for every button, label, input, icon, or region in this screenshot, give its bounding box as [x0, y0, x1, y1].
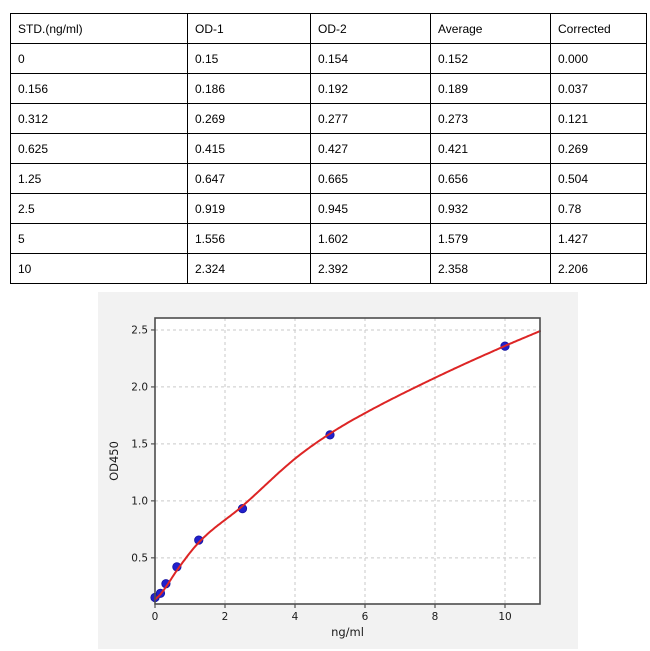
table-cell: 0.152 [430, 43, 551, 74]
header-cell: Average [430, 13, 551, 44]
table-cell: 2.5 [10, 193, 188, 224]
table-cell: 0.277 [310, 103, 431, 134]
y-tick-label: 2.0 [131, 381, 148, 393]
table-cell: 0.421 [430, 133, 551, 164]
table-cell: 0.15 [187, 43, 311, 74]
table-cell: 0.625 [10, 133, 188, 164]
table-cell: 0.945 [310, 193, 431, 224]
table-cell: 0.000 [550, 43, 647, 74]
table-cell: 0.932 [430, 193, 551, 224]
x-tick-label: 2 [222, 611, 229, 623]
table-cell: 0.427 [310, 133, 431, 164]
table-header-row: STD.(ng/ml) OD-1 OD-2 Average Corrected [10, 13, 647, 44]
table-cell: 0.312 [10, 103, 188, 134]
x-tick-label: 4 [292, 611, 299, 623]
plot-frame [154, 317, 541, 605]
table-cell: 2.392 [310, 253, 431, 284]
table-cell: 0 [10, 43, 188, 74]
plot-area [155, 318, 540, 604]
table-cell: 0.037 [550, 73, 647, 104]
table-row: 2.5 0.919 0.945 0.932 0.78 [10, 193, 647, 224]
table-cell: 0.156 [10, 73, 188, 104]
table-cell: 0.415 [187, 133, 311, 164]
table-cell: 1.579 [430, 223, 551, 254]
table-cell: 0.665 [310, 163, 431, 194]
table-cell: 0.269 [550, 133, 647, 164]
table-row: 1.25 0.647 0.665 0.656 0.504 [10, 163, 647, 194]
table-cell: 0.189 [430, 73, 551, 104]
y-tick-label: 1.5 [131, 438, 148, 450]
table-cell: 10 [10, 253, 188, 284]
table-cell: 2.358 [430, 253, 551, 284]
table-cell: 0.269 [187, 103, 311, 134]
table-cell: 0.919 [187, 193, 311, 224]
table-cell: 0.154 [310, 43, 431, 74]
table-cell: 1.427 [550, 223, 647, 254]
standard-curve-chart: 0 2 4 6 8 10 0.5 1.0 1.5 2.0 2.5 ng/ml OD450 [107, 317, 541, 639]
table-cell: 5 [10, 223, 188, 254]
table-cell: 1.25 [10, 163, 188, 194]
table-cell: 0.273 [430, 103, 551, 134]
table-cell: 0.78 [550, 193, 647, 224]
y-tick-label: 0.5 [131, 552, 148, 564]
standard-curve-figure: 0 2 4 6 8 10 0.5 1.0 1.5 2.0 2.5 ng/ml OD450 [98, 292, 578, 649]
table-cell: 0.192 [310, 73, 431, 104]
table-cell: 0.504 [550, 163, 647, 194]
x-tick-label: 10 [498, 611, 511, 623]
x-axis-label: ng/ml [331, 625, 364, 639]
table-row: 5 1.556 1.602 1.579 1.427 [10, 223, 647, 254]
table-row: 10 2.324 2.392 2.358 2.206 [10, 253, 647, 284]
table-row: 0.625 0.415 0.427 0.421 0.269 [10, 133, 647, 164]
standards-table: STD.(ng/ml) OD-1 OD-2 Average Corrected 0 0.1… [10, 13, 647, 284]
table-row: 0.312 0.269 0.277 0.273 0.121 [10, 103, 647, 134]
x-tick-label: 8 [432, 611, 439, 623]
table-cell: 0.647 [187, 163, 311, 194]
header-cell: Corrected [550, 13, 647, 44]
y-axis-label: OD450 [107, 441, 121, 481]
data-point [194, 535, 204, 545]
table-row: 0.156 0.186 0.192 0.189 0.037 [10, 73, 647, 104]
table-cell: 0.121 [550, 103, 647, 134]
header-cell: STD.(ng/ml) [10, 13, 188, 44]
x-tick-label: 6 [362, 611, 369, 623]
table-cell: 0.186 [187, 73, 311, 104]
table-cell: 1.556 [187, 223, 311, 254]
table-cell: 0.656 [430, 163, 551, 194]
y-tick-label: 1.0 [131, 495, 148, 507]
header-cell: OD-2 [310, 13, 431, 44]
table-cell: 2.324 [187, 253, 311, 284]
header-cell: OD-1 [187, 13, 311, 44]
x-tick-label: 0 [152, 611, 159, 623]
y-tick-label: 2.5 [131, 324, 148, 336]
table-cell: 2.206 [550, 253, 647, 284]
table-cell: 1.602 [310, 223, 431, 254]
table-row: 0 0.15 0.154 0.152 0.000 [10, 43, 647, 74]
fit-curve [154, 330, 541, 601]
